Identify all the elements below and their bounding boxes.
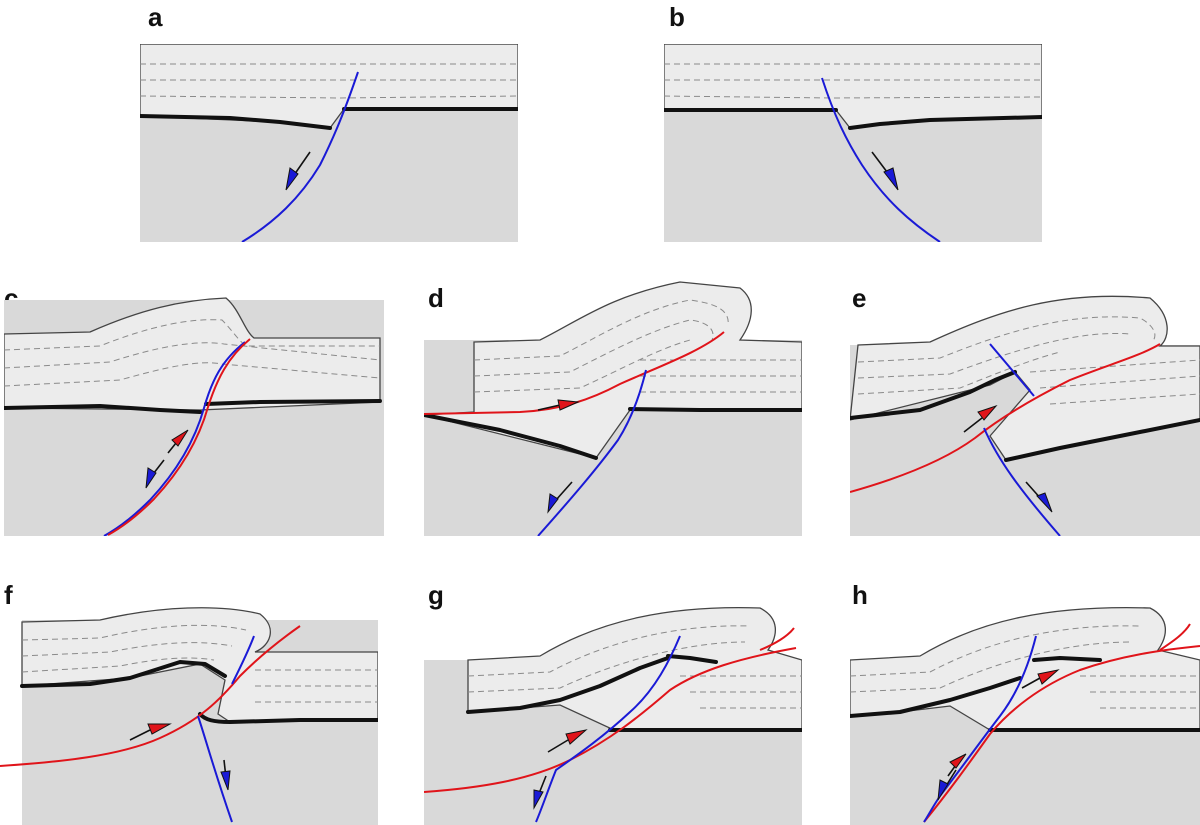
basement-horizon	[850, 370, 1017, 420]
strata-line	[140, 95, 518, 99]
red-slip-arrow-icon	[147, 723, 172, 735]
thrust-fault	[1159, 623, 1191, 651]
strata-line	[21, 642, 233, 657]
thrust-fault	[923, 645, 1200, 823]
red-slip-arrow-icon	[949, 753, 967, 769]
strata-line	[857, 332, 1131, 379]
strata-line	[473, 319, 714, 377]
normal-fault	[989, 343, 1035, 397]
normal-fault	[197, 715, 233, 823]
strata-line	[664, 95, 1042, 99]
strata-line	[850, 641, 1131, 693]
basement-horizon	[4, 404, 202, 414]
strata-line	[473, 339, 691, 393]
strata-line	[1049, 393, 1200, 405]
normal-fault	[983, 427, 1061, 536]
strata-line	[467, 641, 746, 693]
thrust-fault	[759, 627, 795, 651]
basement-horizon	[20, 660, 227, 688]
normal-fault	[103, 341, 246, 536]
basement-horizon	[424, 413, 598, 460]
panel-label-d: d	[428, 283, 444, 313]
red-slip-arrow-icon	[1037, 669, 1060, 685]
basement-horizon	[1004, 418, 1200, 462]
blue-slip-arrow-icon	[285, 167, 299, 191]
panel-label-b: b	[669, 2, 685, 32]
normal-fault	[231, 635, 255, 685]
normal-fault	[821, 77, 941, 242]
red-slip-arrow-icon	[557, 399, 580, 411]
panel-label-g: g	[428, 580, 444, 610]
panel-b	[664, 44, 1042, 242]
thrust-fault	[850, 343, 1161, 493]
panel-c	[4, 297, 384, 536]
basement-horizon	[628, 407, 802, 412]
panel-a	[140, 44, 518, 242]
blue-slip-arrow-icon	[533, 789, 544, 810]
basement-horizon	[850, 676, 1022, 718]
blue-slip-arrow-icon	[145, 467, 157, 489]
thrust-fault	[424, 647, 797, 793]
strata-line	[4, 342, 381, 369]
strata-line	[857, 351, 1061, 395]
strata-line	[4, 362, 381, 387]
normal-fault	[537, 369, 647, 536]
red-slip-arrow-icon	[977, 404, 998, 421]
normal-fault	[923, 635, 1037, 823]
panel-h	[850, 606, 1200, 825]
blue-slip-arrow-icon	[547, 493, 559, 514]
strata-line	[467, 625, 751, 677]
red-slip-arrow-icon	[171, 429, 189, 447]
blue-slip-arrow-icon	[220, 770, 231, 791]
strata-line	[850, 625, 1141, 677]
strata-line	[21, 657, 215, 673]
basement-horizon	[466, 656, 670, 714]
strata-line	[473, 299, 729, 361]
basement-horizon	[1032, 656, 1102, 662]
panel-e	[850, 295, 1200, 536]
panel-label-f: f	[4, 580, 13, 610]
strata-line	[21, 624, 247, 641]
blue-slip-arrow-icon	[937, 779, 949, 801]
basement-horizon	[198, 712, 378, 724]
normal-fault	[535, 635, 681, 823]
thrust-fault	[0, 625, 301, 767]
cover-sequence	[4, 297, 381, 411]
strata-line	[4, 319, 380, 351]
basement-horizon	[204, 399, 382, 406]
panel-f	[0, 607, 378, 825]
panel-g	[424, 606, 802, 825]
blue-slip-arrow-icon	[1036, 492, 1053, 513]
panel-label-e: e	[852, 283, 867, 313]
panel-label-a: a	[148, 2, 163, 32]
normal-fault	[241, 71, 359, 242]
blue-slip-arrow-icon	[883, 167, 899, 191]
strata-line	[1039, 375, 1200, 389]
strata-line	[1029, 359, 1200, 373]
panel-d	[424, 281, 802, 536]
panel-label-h: h	[852, 580, 868, 610]
basement-horizon	[140, 114, 332, 130]
thrust-fault	[107, 338, 251, 536]
basement-horizon	[666, 654, 718, 664]
strata-line	[857, 316, 1156, 363]
thrust-fault	[424, 331, 725, 415]
red-slip-arrow-icon	[565, 729, 588, 745]
basement-horizon	[848, 115, 1042, 130]
